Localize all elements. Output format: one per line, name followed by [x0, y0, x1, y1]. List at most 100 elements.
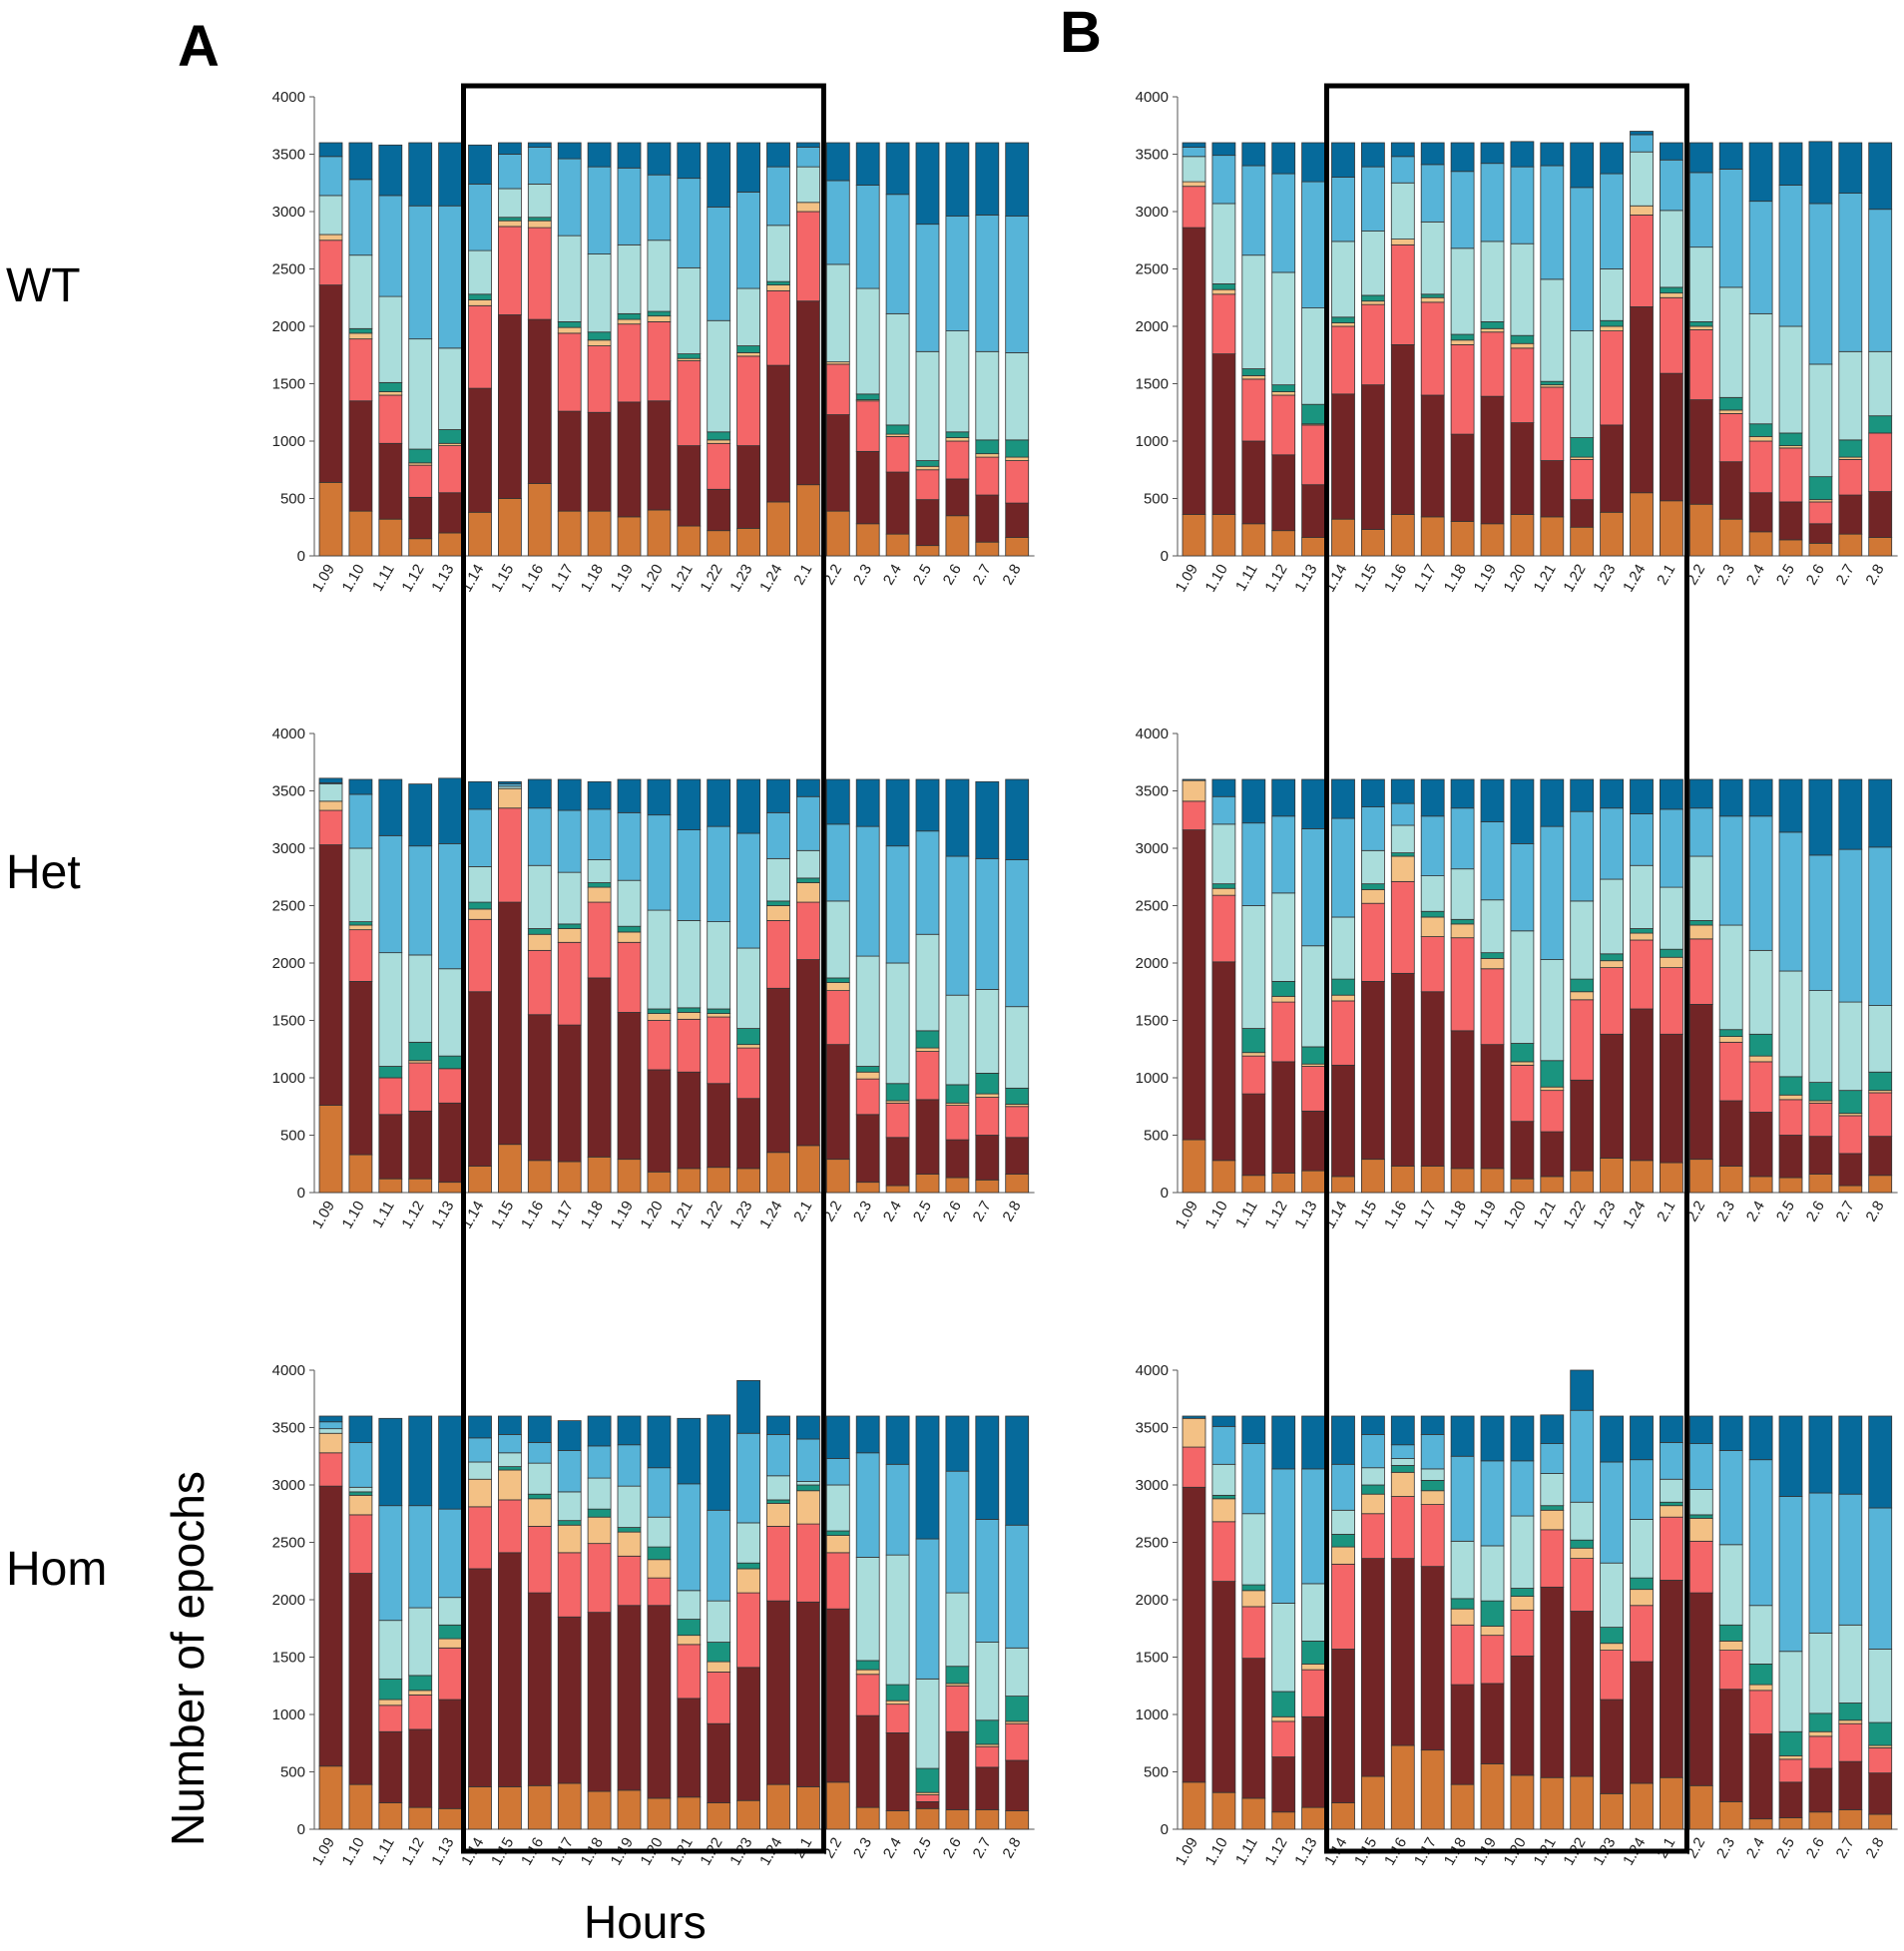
bar-segment	[915, 142, 940, 226]
bar-segment	[1748, 1176, 1773, 1194]
bar-segment	[1630, 932, 1654, 941]
bar-segment	[587, 142, 612, 168]
bar-segment	[1510, 1515, 1535, 1589]
bar-segment	[945, 440, 970, 480]
bar-segment	[1450, 868, 1475, 920]
x-tick-label: 2.4	[880, 1199, 905, 1225]
bar-segment	[736, 1592, 760, 1669]
bar-segment	[736, 1562, 760, 1570]
bar-segment	[557, 1782, 582, 1830]
bar-segment	[1778, 778, 1803, 833]
bar-segment	[1331, 778, 1355, 819]
bar-segment	[408, 1415, 433, 1507]
bar-segment	[1331, 978, 1355, 996]
bar-segment	[1808, 778, 1833, 856]
bar-segment	[915, 830, 940, 935]
bar-segment	[1241, 142, 1266, 167]
bar-segment	[1868, 1415, 1893, 1509]
bar-segment	[885, 845, 910, 964]
bar-segment	[796, 1438, 820, 1482]
bar-segment	[1241, 1590, 1266, 1608]
x-tick-label: 1.20	[1501, 1199, 1530, 1232]
bar-segment	[975, 1135, 1000, 1181]
bar-segment	[617, 941, 642, 1013]
bar-segment	[1718, 778, 1743, 817]
bar-segment	[497, 1499, 522, 1554]
bar-segment	[647, 1415, 672, 1469]
bar-segment	[1241, 254, 1266, 369]
bar-segment	[1211, 1581, 1236, 1793]
bar-segment	[1480, 331, 1505, 397]
bar-segment	[1450, 247, 1475, 335]
bar-2.1: 2.1	[790, 1415, 820, 1861]
bar-1.17: 1.17	[1411, 142, 1445, 595]
x-tick-label: 2.8	[1000, 1835, 1025, 1862]
bar-segment	[1718, 142, 1743, 170]
bar-segment	[348, 929, 373, 982]
bar-segment	[1748, 142, 1773, 203]
bar-segment	[1420, 1504, 1445, 1568]
bar-segment	[348, 1783, 373, 1830]
bar-2.8: 2.8	[1000, 778, 1030, 1224]
bar-segment	[647, 174, 672, 242]
bar-2.2: 2.2	[1683, 778, 1713, 1224]
bar-segment	[736, 1098, 760, 1170]
bar-segment	[527, 183, 552, 219]
bar-segment	[766, 225, 790, 282]
y-tick-label: 1500	[272, 376, 305, 393]
bar-segment	[945, 1809, 970, 1830]
bar-segment	[945, 1666, 970, 1685]
bar-segment	[1688, 399, 1713, 505]
bar-segment	[1570, 999, 1595, 1081]
bar-segment	[855, 1669, 880, 1676]
bar-segment	[707, 1083, 731, 1169]
bar-segment	[468, 304, 492, 389]
bar-segment	[1838, 494, 1863, 535]
bar-segment	[1301, 1715, 1325, 1808]
bar-segment	[1748, 1605, 1773, 1665]
bar-segment	[1510, 1774, 1535, 1830]
bar-segment	[825, 414, 850, 512]
bar-segment	[617, 1531, 642, 1557]
bar-segment	[438, 445, 463, 494]
bar-segment	[1838, 1624, 1863, 1704]
bar-segment	[1241, 1052, 1266, 1057]
bar-segment	[1570, 458, 1595, 501]
bar-segment	[1331, 1802, 1355, 1830]
bar-segment	[1361, 1467, 1385, 1486]
x-tick-label: 2.6	[940, 1835, 965, 1862]
bar-segment	[1005, 537, 1030, 557]
bar-segment	[1600, 1627, 1624, 1645]
x-tick-label: 1.13	[428, 562, 457, 596]
bar-segment	[557, 778, 582, 811]
bar-segment	[1630, 151, 1654, 207]
bar-segment	[527, 1498, 552, 1527]
bar-segment	[1301, 181, 1325, 309]
bar-2.7: 2.7	[1833, 1415, 1863, 1861]
y-tick-label: 3500	[272, 783, 305, 800]
bar-segment	[736, 1047, 760, 1100]
y-tick-label: 3000	[272, 204, 305, 221]
bar-segment	[1570, 810, 1595, 902]
bar-segment	[1718, 1100, 1743, 1167]
bar-segment	[1688, 1784, 1713, 1830]
bar-segment	[617, 318, 642, 325]
bar-segment	[378, 1705, 403, 1732]
bar-segment	[1688, 807, 1713, 857]
bar-segment	[468, 1437, 492, 1463]
bar-segment	[1271, 995, 1296, 1003]
x-tick-label: 1.20	[1501, 562, 1530, 596]
bar-segment	[647, 142, 672, 176]
bar-segment	[766, 142, 790, 168]
bar-segment	[1600, 1461, 1624, 1564]
bar-segment	[796, 795, 820, 851]
bar-2.8: 2.8	[1000, 1415, 1030, 1862]
bar-1.12: 1.12	[1261, 142, 1296, 595]
bar-segment	[1182, 1139, 1206, 1194]
bar-1.21: 1.21	[667, 1417, 702, 1868]
y-tick-label: 3000	[272, 840, 305, 857]
bar-segment	[1540, 959, 1565, 1062]
bar-1.24: 1.24	[756, 778, 790, 1231]
bar-segment	[707, 1008, 731, 1014]
x-tick-label: 1.09	[309, 1835, 338, 1869]
